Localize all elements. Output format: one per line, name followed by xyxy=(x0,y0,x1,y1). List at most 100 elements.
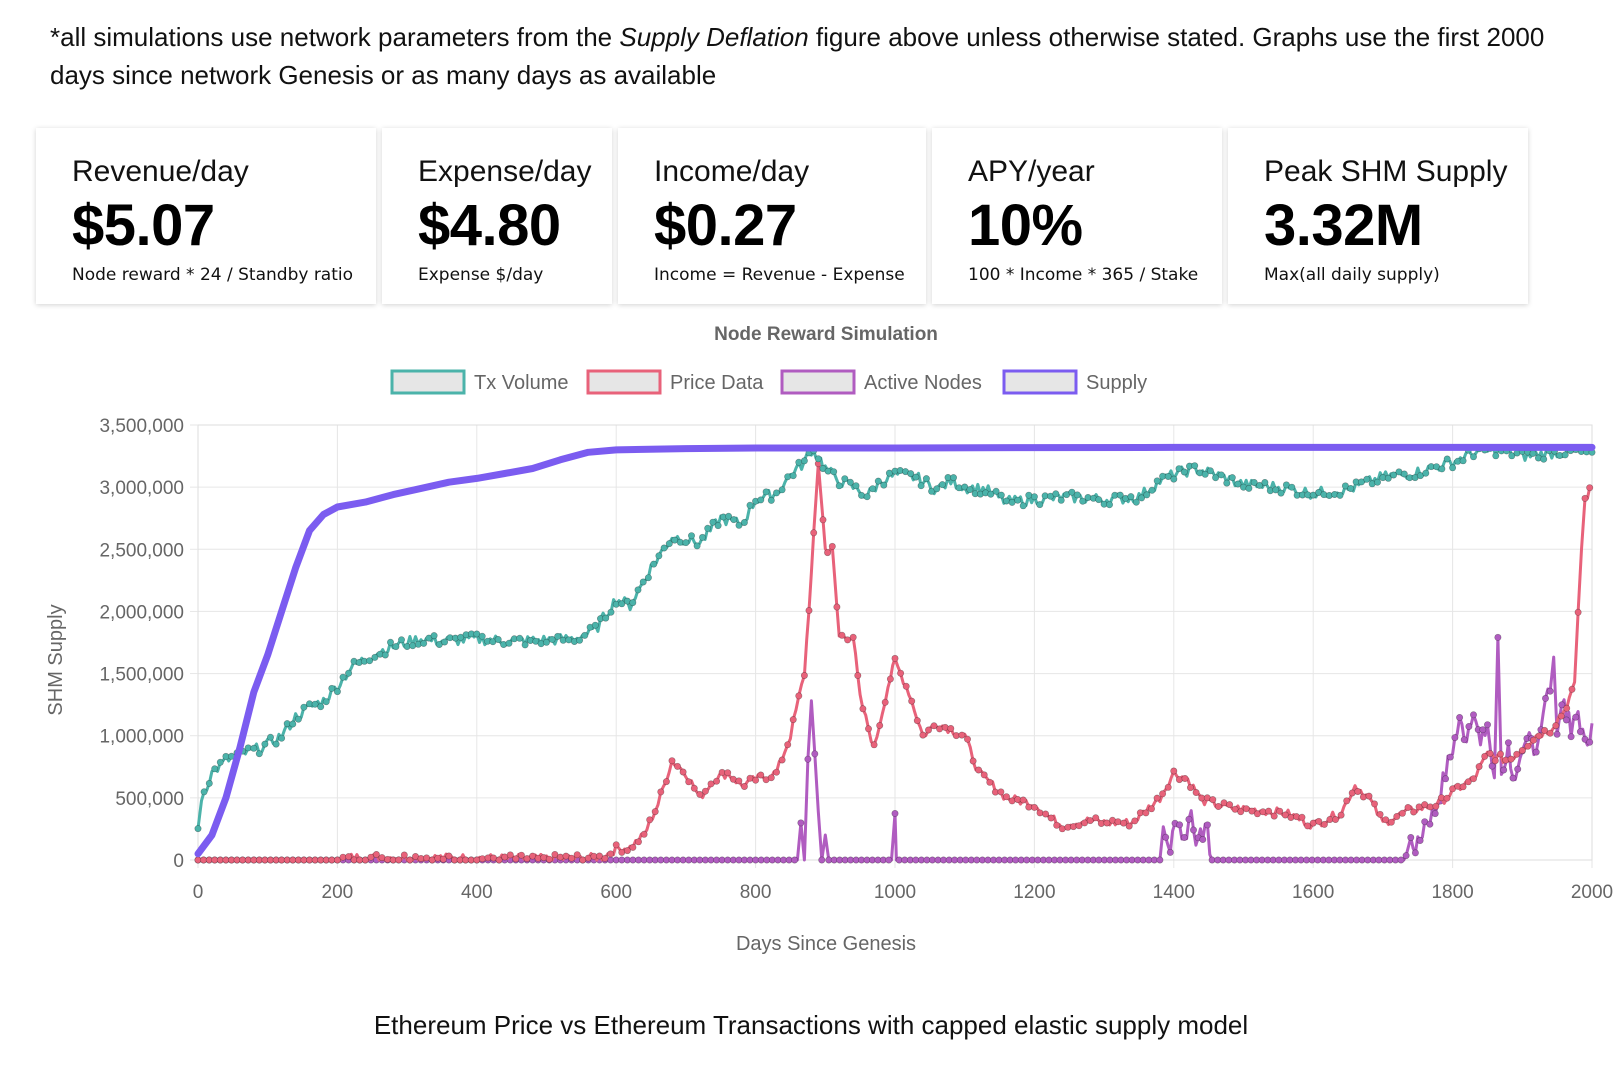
card-value: $0.27 xyxy=(654,193,797,258)
data-point xyxy=(1125,822,1133,830)
data-point xyxy=(445,852,453,860)
data-point xyxy=(1382,816,1390,824)
legend-item[interactable]: Supply xyxy=(1002,369,1147,395)
supply-line xyxy=(194,443,1596,858)
data-point xyxy=(693,542,701,550)
data-point xyxy=(880,481,888,489)
series-tx-volume xyxy=(194,444,1596,833)
data-point xyxy=(261,740,269,748)
data-point xyxy=(1132,498,1140,506)
data-point xyxy=(660,544,668,552)
data-point xyxy=(902,682,910,690)
data-point xyxy=(1209,796,1217,804)
data-point xyxy=(1470,453,1478,461)
data-point xyxy=(687,532,695,540)
data-point xyxy=(1164,783,1172,791)
data-point xyxy=(345,853,353,861)
data-point xyxy=(1400,470,1408,478)
data-point xyxy=(646,816,654,824)
data-point xyxy=(1234,480,1242,488)
data-point xyxy=(1446,753,1454,761)
data-point xyxy=(1532,748,1540,756)
data-point xyxy=(881,698,889,706)
series-supply xyxy=(194,443,1596,858)
data-point xyxy=(1586,484,1594,492)
data-point xyxy=(938,481,946,489)
data-point xyxy=(294,715,302,723)
data-point xyxy=(568,854,576,862)
data-point xyxy=(928,487,936,495)
data-point xyxy=(1148,486,1156,494)
data-point xyxy=(1185,815,1193,823)
data-point xyxy=(1181,774,1189,782)
data-point xyxy=(639,578,647,586)
data-point xyxy=(1075,822,1083,830)
legend-label: Active Nodes xyxy=(864,372,982,394)
data-point xyxy=(833,603,841,611)
data-point xyxy=(1358,478,1366,486)
data-point xyxy=(612,841,620,849)
data-point xyxy=(1402,852,1410,860)
data-point xyxy=(1047,814,1055,822)
data-point xyxy=(1398,809,1406,817)
data-point xyxy=(634,838,642,846)
data-point xyxy=(789,472,797,480)
card-value: $4.80 xyxy=(418,193,561,258)
data-point xyxy=(1106,501,1114,509)
data-point xyxy=(623,847,631,855)
data-point xyxy=(1465,722,1473,730)
data-point xyxy=(1270,812,1278,820)
y-tick-label: 500,000 xyxy=(115,789,184,810)
data-point xyxy=(650,560,658,568)
data-point xyxy=(1410,808,1418,816)
legend-item[interactable]: Tx Volume xyxy=(390,369,568,395)
data-point xyxy=(1443,455,1451,463)
data-point xyxy=(1175,465,1183,473)
data-point xyxy=(941,723,949,731)
data-point xyxy=(1562,716,1570,724)
data-point xyxy=(1546,687,1554,695)
card-label: Income/day xyxy=(654,155,810,188)
legend-swatch xyxy=(586,369,662,395)
data-point xyxy=(852,482,860,490)
data-point xyxy=(1470,711,1478,719)
data-point xyxy=(709,518,717,526)
data-point xyxy=(339,673,347,681)
data-point xyxy=(811,750,819,758)
intro-part1: *all simulations use network parameters … xyxy=(50,22,620,52)
series-price-data xyxy=(194,460,1594,864)
data-point xyxy=(1030,493,1038,501)
data-point xyxy=(1540,455,1548,463)
data-point xyxy=(922,475,930,483)
data-point xyxy=(814,455,822,463)
data-point xyxy=(640,830,648,838)
data-point xyxy=(778,756,786,764)
metric-cards: Revenue/day $5.07 Node reward * 24 / Sta… xyxy=(36,128,1586,304)
data-point xyxy=(651,808,659,816)
data-point xyxy=(1256,481,1264,489)
data-point xyxy=(859,705,867,713)
data-point xyxy=(1347,485,1355,493)
data-point xyxy=(740,782,748,790)
data-point xyxy=(913,717,921,725)
legend-item[interactable]: Active Nodes xyxy=(780,369,982,395)
data-point xyxy=(1421,818,1429,826)
y-tick-label: 0 xyxy=(173,851,184,872)
data-point xyxy=(698,533,706,541)
data-point xyxy=(735,521,743,529)
data-point xyxy=(804,755,812,763)
data-point xyxy=(634,586,642,594)
data-point xyxy=(1217,471,1225,479)
data-point xyxy=(1397,856,1405,864)
x-tick-label: 1800 xyxy=(1431,882,1473,903)
data-point xyxy=(1309,491,1317,499)
data-point xyxy=(278,734,286,742)
data-point xyxy=(371,653,379,661)
data-point xyxy=(830,468,838,476)
data-point xyxy=(1092,814,1100,822)
data-point xyxy=(696,790,704,798)
data-point xyxy=(1315,817,1323,825)
data-point xyxy=(1557,712,1565,720)
legend-item[interactable]: Price Data xyxy=(586,369,764,395)
data-point xyxy=(581,631,589,639)
